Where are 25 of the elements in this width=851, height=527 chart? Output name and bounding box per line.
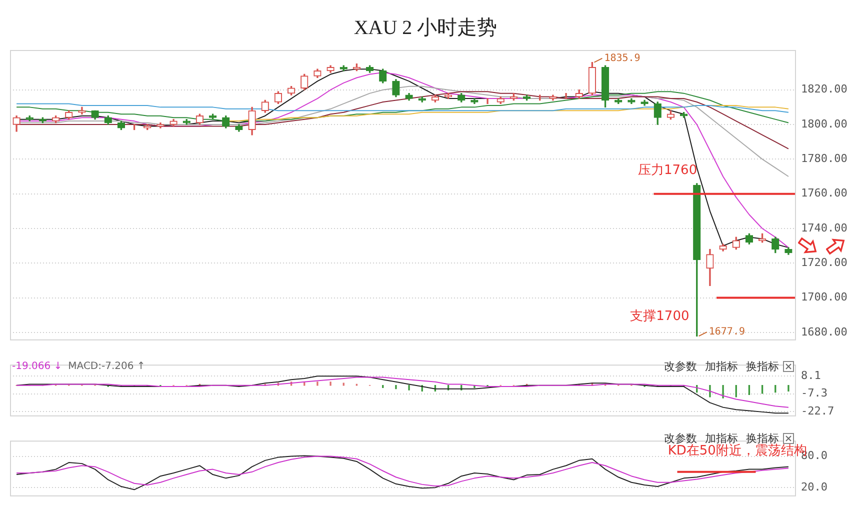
ref-line-label: 支撑1700 <box>630 309 690 324</box>
annotation: 加指标 <box>705 432 738 445</box>
y-tick-label: 1720.00 <box>801 256 848 270</box>
y-tick-label: 1780.00 <box>801 152 848 166</box>
y-tick-label: -7.3 <box>801 386 828 400</box>
annotation: 换指标 <box>746 360 779 373</box>
annotation: -19.066 ↓ <box>12 360 62 373</box>
y-tick-label: 1760.00 <box>801 186 848 200</box>
annotation: 改参数 <box>664 432 697 445</box>
y-tick-label: 1820.00 <box>801 82 848 96</box>
y-tick-label: 1800.00 <box>801 117 848 130</box>
annotation: MACD:-7.206 ↑ <box>68 360 146 373</box>
annotation: 换指标 <box>746 432 779 445</box>
annotation: 1835.9 <box>604 52 640 64</box>
y-tick-label: 1680.00 <box>801 325 848 338</box>
ref-line-label: 压力1760 <box>638 163 698 178</box>
annotation: 改参数 <box>664 360 697 373</box>
y-tick-label: 20.0 <box>801 480 828 494</box>
chart-title: XAU 2 小时走势 <box>352 16 498 41</box>
annotation: 1677.9 <box>708 326 745 338</box>
y-tick-label: 1740.00 <box>801 221 848 234</box>
y-tick-label: 8.1 <box>801 368 821 382</box>
y-tick-label: 1700.00 <box>801 290 848 304</box>
y-tick-label: -22.7 <box>801 404 834 418</box>
annotation: 加指标 <box>705 360 738 373</box>
